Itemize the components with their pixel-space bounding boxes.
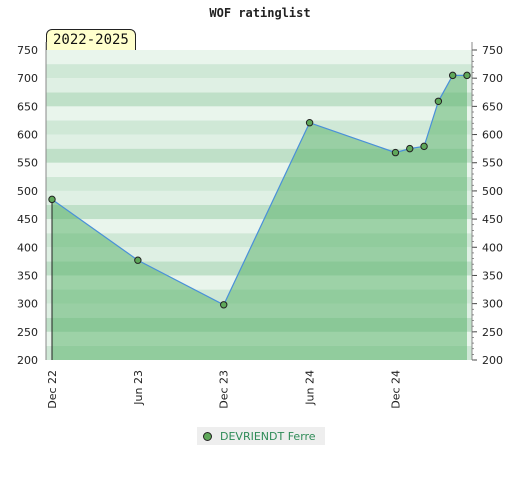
y-tick-label-right: 450 [482, 213, 503, 226]
y-tick-label-left: 200 [17, 354, 38, 367]
y-tick-label-right: 750 [482, 44, 503, 57]
x-tick-label: Dec 23 [218, 370, 231, 409]
data-point [406, 144, 414, 153]
x-tick-label: Jun 24 [304, 370, 317, 406]
chart-title: WOF ratinglist [209, 6, 311, 20]
y-tick-label-left: 750 [17, 44, 38, 57]
y-tick-label-left: 250 [17, 326, 38, 339]
data-point [134, 256, 142, 264]
data-point [305, 119, 314, 127]
data-point [463, 71, 471, 80]
y-tick-label-right: 300 [482, 298, 503, 311]
y-tick-label-left: 550 [17, 157, 38, 170]
series-line [51, 74, 467, 306]
y-tick-label-right: 200 [482, 354, 503, 367]
grid-band [46, 64, 472, 79]
y-tick-label-right: 250 [482, 326, 503, 339]
legend-label: DEVRIENDT Ferre [220, 429, 316, 443]
y-tick-label-right: 600 [482, 129, 503, 142]
y-tick-label-left: 350 [17, 269, 38, 282]
data-point [420, 142, 428, 151]
legend: DEVRIENDT Ferre [197, 427, 325, 445]
y-tick-label-right: 700 [482, 72, 503, 85]
y-tick-label-left: 600 [17, 129, 38, 142]
x-tick-label: Dec 24 [389, 370, 402, 409]
y-tick-label-right: 650 [482, 100, 503, 113]
data-point [448, 71, 457, 80]
y-tick-label-left: 500 [17, 185, 38, 198]
y-tick-label-left: 400 [17, 241, 38, 254]
y-tick-label-right: 400 [482, 241, 503, 254]
data-point [391, 148, 400, 157]
y-tick-label-left: 450 [17, 213, 38, 226]
data-point [48, 195, 56, 204]
grid-band [46, 120, 472, 135]
y-tick-label-right: 350 [482, 269, 503, 282]
y-tick-label-left: 300 [17, 298, 38, 311]
x-tick-label: Jun 23 [132, 370, 145, 406]
grid-band [46, 106, 472, 121]
data-point [220, 301, 228, 309]
data-point [434, 97, 443, 105]
series-area [52, 75, 467, 360]
grid-band [46, 92, 472, 107]
y-tick-label-left: 650 [17, 100, 38, 113]
y-tick-label-right: 550 [482, 157, 503, 170]
y-tick-label-left: 700 [17, 72, 38, 85]
x-tick-label: Dec 22 [46, 370, 59, 409]
grid-band [46, 78, 472, 93]
y-tick-label-right: 500 [482, 185, 503, 198]
grid-band [46, 50, 472, 65]
legend-marker [203, 431, 212, 441]
